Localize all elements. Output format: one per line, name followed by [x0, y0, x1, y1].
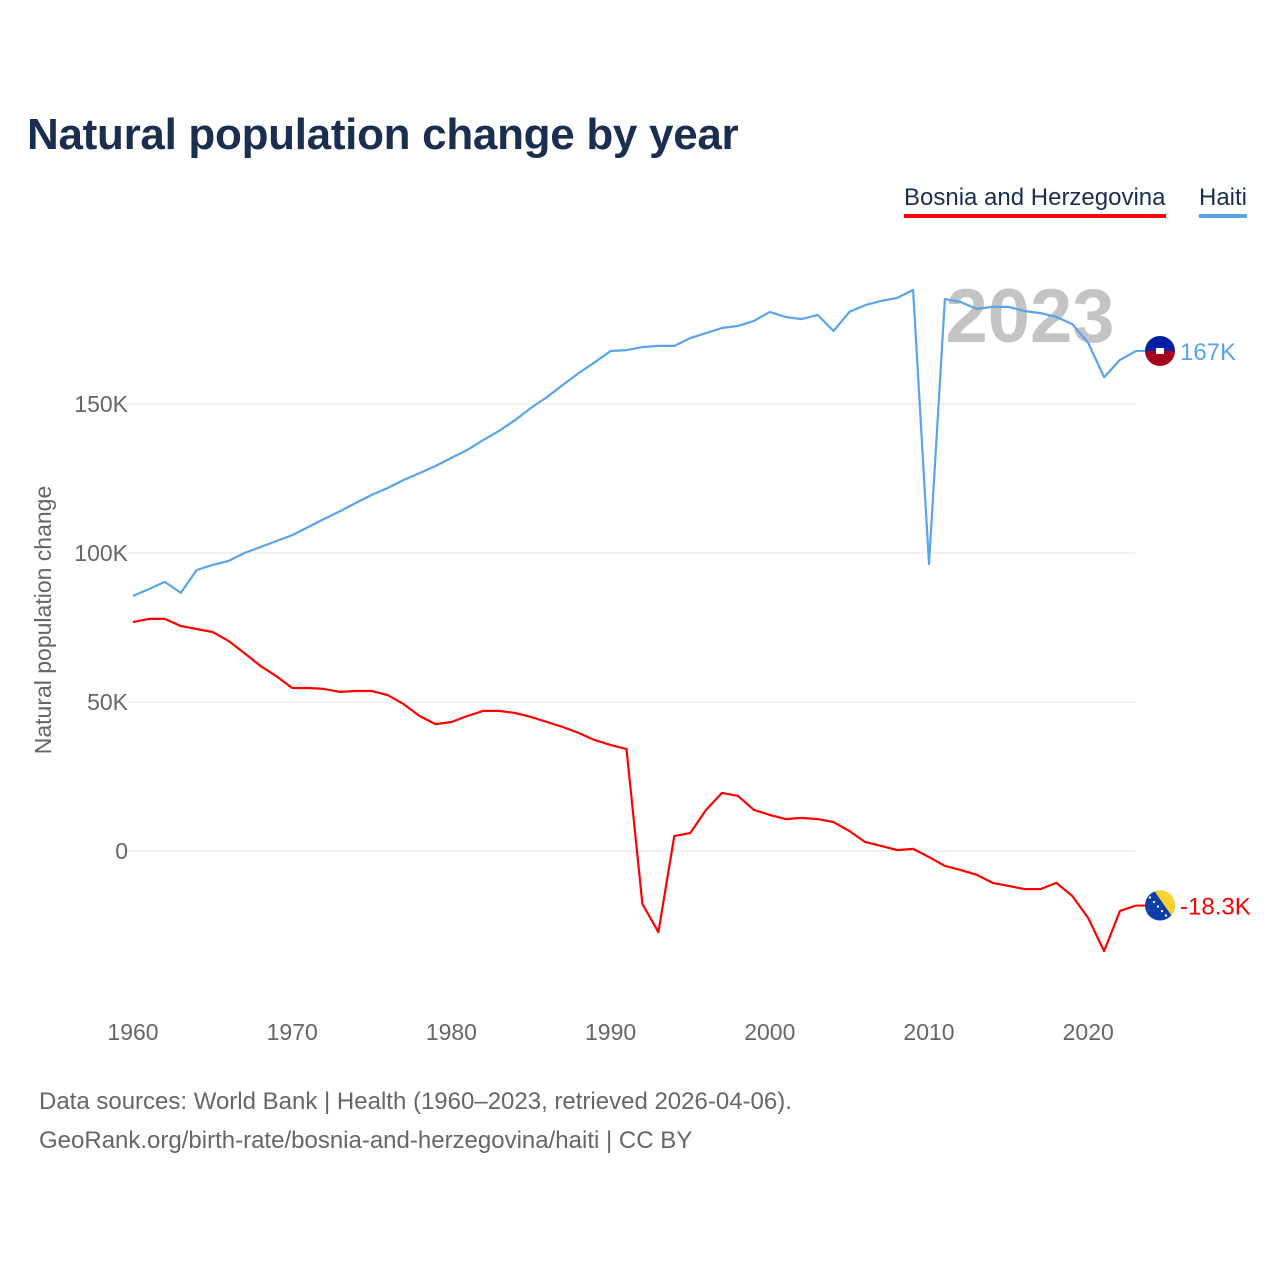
- source-note: Data sources: World Bank | Health (1960–…: [39, 1088, 792, 1115]
- source-url[interactable]: GeoRank.org/birth-rate/bosnia-and-herzeg…: [39, 1127, 693, 1154]
- bosnia-flag-icon: [1145, 890, 1175, 921]
- flag-body: [1145, 890, 1175, 921]
- flag-star: [1160, 909, 1164, 913]
- y-tick-label: 50K: [87, 689, 129, 715]
- flag-star: [1156, 905, 1160, 908]
- end-value-label-haiti: 167K: [1180, 339, 1236, 366]
- legend-item-haiti[interactable]: Haiti: [1199, 184, 1248, 218]
- haiti-flag-icon: [1145, 335, 1175, 366]
- flag-bottom: [1145, 350, 1175, 366]
- flag-star: [1164, 914, 1168, 917]
- flag-star: [1152, 900, 1156, 904]
- flag-body: [1145, 335, 1175, 366]
- line-chart: 2023 Natural population change 0 50K 100K 1…: [30, 274, 1251, 1045]
- flag-triangle: [1154, 890, 1175, 921]
- y-tick-label: 150K: [74, 391, 128, 417]
- x-tick-label: 1970: [267, 1019, 318, 1045]
- y-tick-label: 100K: [74, 540, 128, 566]
- end-value-label-bosnia: -18.3K: [1180, 894, 1251, 921]
- legend-item-bosnia[interactable]: Bosnia and Herzegovina: [904, 184, 1166, 218]
- x-tick-label: 1980: [426, 1019, 477, 1045]
- x-tick-label: 2020: [1063, 1019, 1114, 1045]
- x-tick-label: 2010: [903, 1019, 954, 1045]
- y-tick-label: 0: [115, 838, 128, 864]
- x-tick-label: 1960: [107, 1019, 158, 1045]
- series-line-haiti: [132, 288, 1137, 597]
- series-line-bosnia: [132, 617, 1137, 953]
- chart-title: Natural population change by year: [27, 110, 739, 159]
- flag-star: [1148, 896, 1152, 899]
- x-tick-label: 2000: [744, 1019, 795, 1045]
- y-axis-label: Natural population change: [30, 486, 56, 755]
- x-tick-label: 1990: [585, 1019, 636, 1045]
- flag-emblem: [1156, 347, 1164, 354]
- year-watermark: 2023: [945, 274, 1114, 359]
- flag-top: [1145, 335, 1175, 351]
